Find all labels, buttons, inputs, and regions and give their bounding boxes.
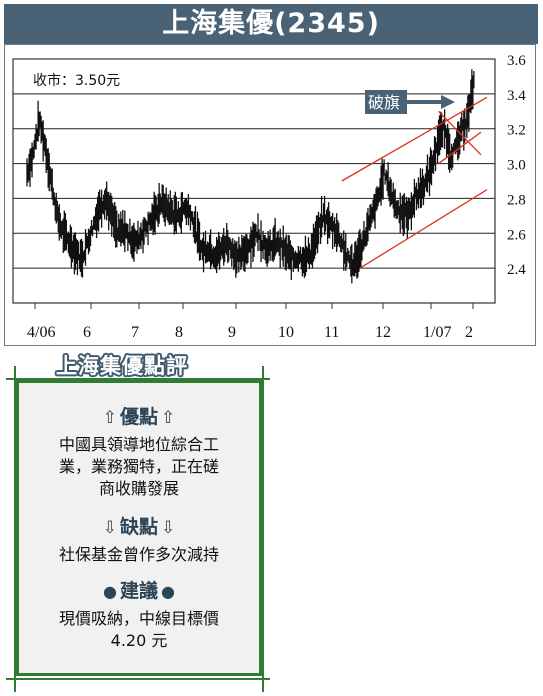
- pros-line: 中國具領導地位綜合工: [58, 435, 219, 454]
- advice-heading: ● 建議 ●: [16, 576, 262, 603]
- flag-line: [438, 110, 482, 156]
- cons-text: 社保基金曾作多次減持: [58, 545, 219, 564]
- x-tick-label: 1/07: [423, 324, 451, 341]
- y-tick-label: 2.4: [507, 262, 526, 278]
- x-tick-label: 6: [83, 324, 91, 341]
- pros-title: 優點: [119, 406, 158, 428]
- x-tick-label: 11: [324, 324, 339, 341]
- apple-icon: ●: [161, 582, 175, 601]
- pros-text: 中國具領導地位綜合工 業，業務獨特，正在磋 商收購發展: [16, 434, 262, 500]
- x-tick-label: 12: [375, 324, 391, 341]
- y-tick-label: 3.2: [507, 123, 526, 139]
- flag-line: [438, 131, 482, 165]
- breakout-arrow-head: [441, 95, 455, 109]
- frame-line-bottom: [6, 678, 270, 680]
- apple-icon: ●: [103, 582, 117, 601]
- pros-line: 商收購發展: [98, 479, 179, 498]
- y-tick-label: 2.8: [507, 192, 526, 208]
- breakout-label-box: [365, 90, 407, 114]
- advice-line: 現價吸納，中線目標價: [58, 609, 219, 628]
- x-tick-label: 7: [131, 324, 139, 341]
- advice-title: 建議: [119, 580, 158, 602]
- up-arrow-icon: ⇧: [102, 408, 117, 428]
- y-tick-label: 3.4: [507, 88, 526, 104]
- trend-channel-line: [341, 96, 488, 182]
- breakout-label: 破旗: [368, 93, 400, 112]
- pros-heading: ⇧ 優點 ⇧: [16, 402, 262, 429]
- close-price-label: 收市：3.50元: [33, 72, 120, 89]
- y-tick-label: 2.6: [507, 227, 526, 243]
- frame-line-left: [14, 366, 16, 692]
- y-tick-label: 3.6: [507, 53, 526, 69]
- advice-line: 4.20 元: [110, 631, 168, 650]
- x-tick-label: 2: [465, 324, 473, 341]
- review-title: 上海集優點評: [56, 354, 188, 378]
- trend-channel-line: [359, 189, 488, 269]
- cons-heading: ⇩ 缺點 ⇩: [16, 512, 262, 539]
- cons-title: 缺點: [119, 516, 158, 538]
- frame-line-right: [262, 366, 264, 692]
- frame-line-top: [6, 378, 270, 380]
- chart-title: 上海集優(2345): [4, 4, 538, 44]
- down-arrow-icon: ⇩: [102, 518, 117, 538]
- x-tick-label: 9: [228, 324, 236, 341]
- down-arrow-icon: ⇩: [161, 518, 176, 538]
- chart-panel: 3.6 3.4 3.2 3.0 2.8 2.6 2.4 4/06 6 7 8 9 10 11 12 1/07 2…: [4, 44, 536, 346]
- y-tick-label: 3.0: [507, 158, 526, 174]
- pros-line: 業，業務獨特，正在磋: [58, 457, 219, 476]
- x-tick-label: 10: [278, 324, 294, 341]
- x-tick-label: 8: [175, 324, 183, 341]
- up-arrow-icon: ⇧: [161, 408, 176, 428]
- x-tick-label: 4/06: [27, 324, 55, 341]
- review-box: [16, 380, 262, 676]
- price-chart: 3.6 3.4 3.2 3.0 2.8 2.6 2.4 4/06 6 7 8 9 10 11 12 1/07 2…: [12, 53, 526, 341]
- advice-text: 現價吸納，中線目標價 4.20 元: [16, 608, 262, 652]
